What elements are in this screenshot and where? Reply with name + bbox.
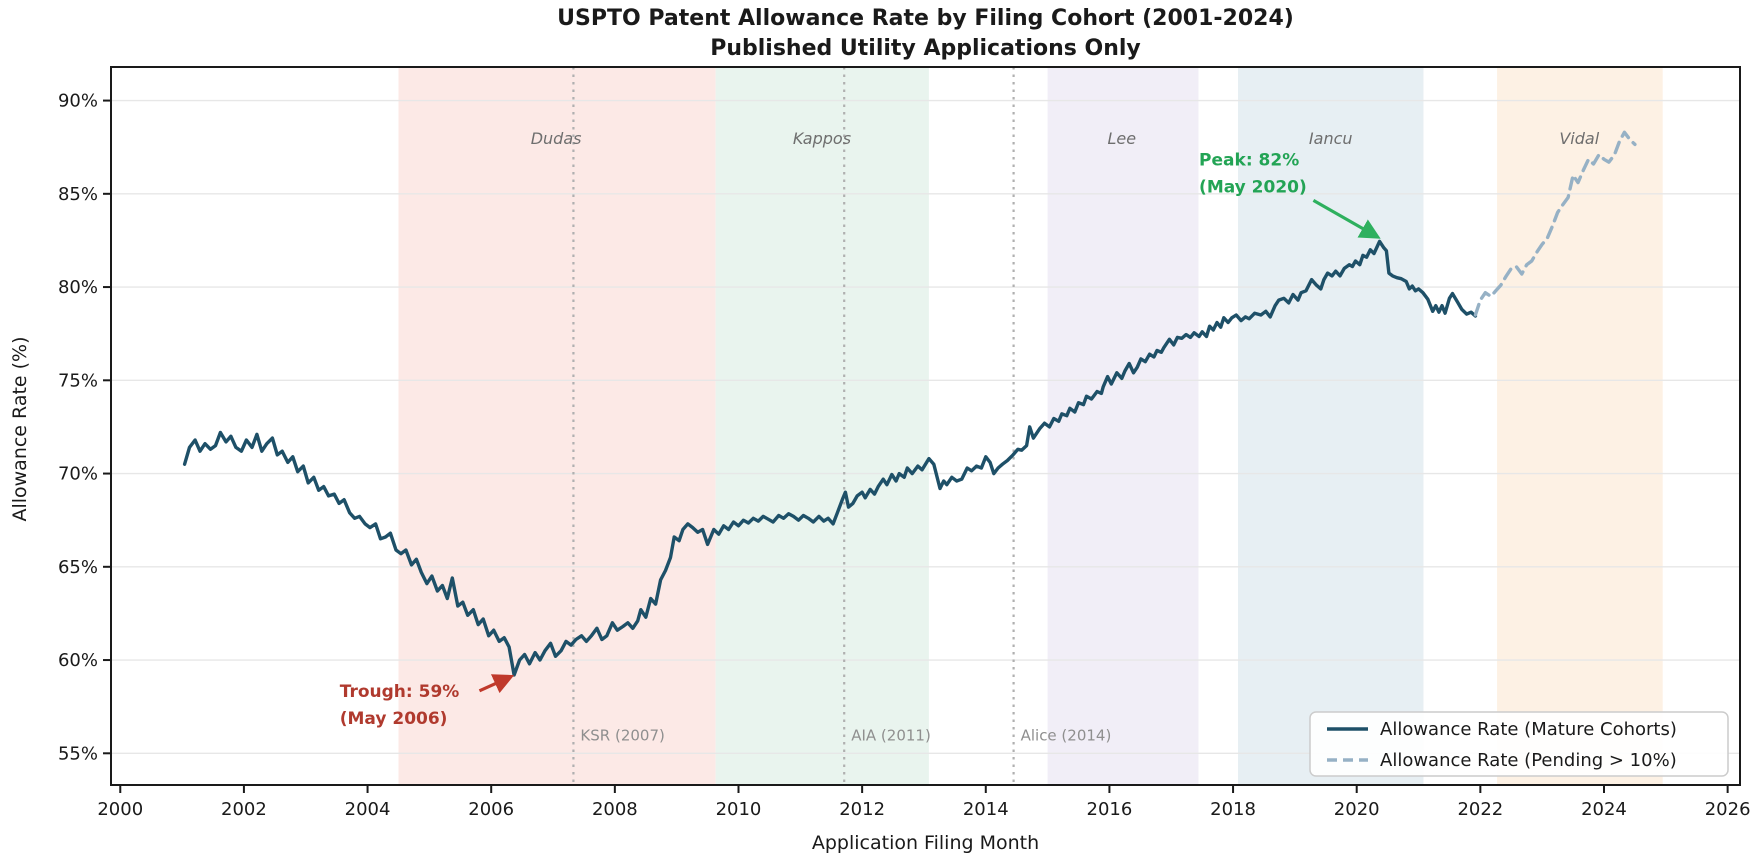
era-band-dudas: [398, 67, 716, 785]
era-label-dudas: Dudas: [531, 129, 582, 148]
x-tick-label-2022: 2022: [1457, 799, 1503, 820]
x-tick-label-2008: 2008: [592, 799, 638, 820]
event-label-ksr: KSR (2007): [580, 727, 664, 745]
y-tick-label-90: 90%: [58, 91, 98, 112]
y-tick-label-70: 70%: [58, 464, 98, 485]
y-tick-label-85: 85%: [58, 184, 98, 205]
era-band-vidal: [1497, 67, 1663, 785]
era-band-iancu: [1238, 67, 1424, 785]
chart-subtitle: Published Utility Applications Only: [710, 36, 1141, 61]
trough-annotation-line1: Trough: 59%: [340, 682, 460, 702]
era-label-kappos: Kappos: [793, 129, 851, 148]
x-axis-label: Application Filing Month: [811, 832, 1040, 854]
chart-title: USPTO Patent Allowance Rate by Filing Co…: [557, 6, 1294, 31]
x-tick-label-2010: 2010: [716, 799, 762, 820]
x-tick-label-2016: 2016: [1087, 799, 1133, 820]
series-pending: [1473, 130, 1637, 317]
peak-annotation-line2: (May 2020): [1199, 177, 1307, 197]
event-label-aia: AIA (2011): [851, 727, 931, 745]
event-label-alice: Alice (2014): [1021, 727, 1112, 745]
trough-annotation-line2: (May 2006): [340, 709, 448, 729]
y-tick-label-55: 55%: [58, 743, 98, 764]
x-tick-label-2004: 2004: [345, 799, 391, 820]
era-label-iancu: Iancu: [1309, 129, 1353, 148]
era-label-lee: Lee: [1107, 129, 1136, 148]
trough-arrow: [478, 674, 515, 694]
y-tick-label-65: 65%: [58, 557, 98, 578]
y-tick-label-60: 60%: [58, 650, 98, 671]
x-tick-label-2002: 2002: [221, 799, 267, 820]
era-label-vidal: Vidal: [1559, 129, 1599, 148]
y-tick-label-75: 75%: [58, 370, 98, 391]
plot-frame: [110, 66, 1741, 786]
x-tick-label-2020: 2020: [1334, 799, 1380, 820]
legend-box: [1309, 711, 1729, 777]
x-tick-label-2024: 2024: [1581, 799, 1627, 820]
x-tick-label-2018: 2018: [1210, 799, 1256, 820]
series-mature: [182, 239, 1478, 677]
peak-annotation-line1: Peak: 82%: [1199, 150, 1299, 170]
y-tick-label-80: 80%: [58, 277, 98, 298]
x-tick-label-2026: 2026: [1705, 799, 1751, 820]
legend-label-mature: Allowance Rate (Mature Cohorts): [1380, 719, 1677, 740]
x-tick-label-2000: 2000: [97, 799, 143, 820]
x-tick-label-2014: 2014: [963, 799, 1009, 820]
peak-arrow: [1312, 198, 1381, 239]
x-tick-label-2012: 2012: [839, 799, 885, 820]
era-band-lee: [1047, 67, 1199, 785]
era-band-kappos: [715, 67, 929, 785]
x-tick-label-2006: 2006: [468, 799, 514, 820]
legend-label-pending: Allowance Rate (Pending > 10%): [1380, 750, 1677, 771]
